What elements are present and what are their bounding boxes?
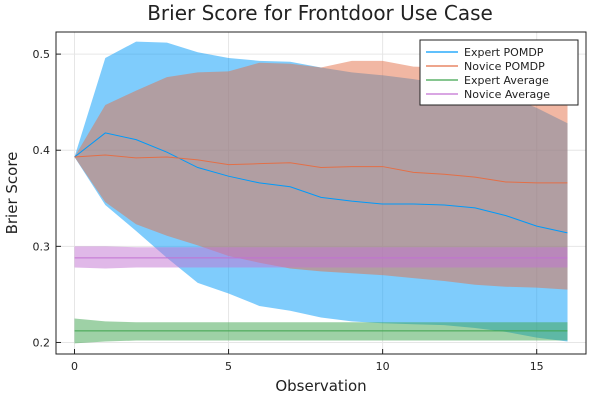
legend-entry: Novice Average	[464, 88, 550, 101]
y-tick-label: 0.5	[33, 48, 51, 61]
x-tick-label: 0	[71, 360, 78, 373]
legend-box	[419, 39, 579, 106]
legend-entry: Expert POMDP	[464, 46, 544, 59]
x-tick-label: 10	[376, 360, 390, 373]
x-axis-label: Observation	[275, 377, 366, 395]
y-tick-label: 0.4	[33, 144, 51, 157]
confidence-bands	[74, 41, 568, 344]
x-axis-ticks: 0 5 10 15	[71, 349, 544, 373]
legend-entry: Expert Average	[464, 74, 549, 87]
x-tick-label: 5	[225, 360, 232, 373]
y-axis-ticks: 0.2 0.3 0.4 0.5	[33, 48, 61, 349]
confidence-band-1	[74, 60, 568, 290]
series-line-1	[74, 154, 568, 184]
series-lines	[74, 132, 568, 332]
y-axis-label: Brier Score	[3, 152, 21, 235]
series-line-0	[74, 132, 568, 234]
legend-entry: Novice POMDP	[464, 60, 545, 73]
chart-title: Brier Score for Frontdoor Use Case	[147, 1, 493, 25]
plot-frame	[55, 31, 587, 355]
y-tick-label: 0.3	[33, 240, 51, 253]
y-tick-label: 0.2	[33, 336, 51, 349]
x-tick-label: 15	[530, 360, 544, 373]
